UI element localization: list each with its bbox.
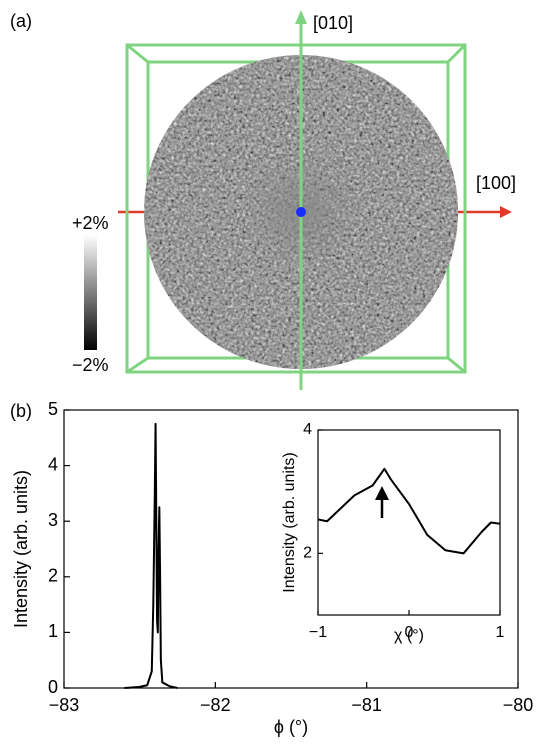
panel-label: (b) bbox=[10, 401, 32, 421]
annotation-arrow-head bbox=[375, 486, 389, 500]
x-axis-label: ϕ (°) bbox=[274, 717, 308, 737]
y-axis-label: Intensity (arb. units) bbox=[11, 470, 31, 628]
arrow-head bbox=[295, 10, 307, 24]
plot-frame bbox=[63, 409, 519, 689]
panel-a: (a) [010] [100] +2% −2% bbox=[10, 10, 516, 390]
y-tick-label: 0 bbox=[48, 677, 58, 697]
panel-label: (a) bbox=[10, 11, 32, 31]
x-tick-label: −83 bbox=[49, 695, 80, 715]
x-tick-label: −81 bbox=[351, 695, 382, 715]
x-tick-label: −1 bbox=[309, 624, 327, 641]
data-line bbox=[317, 467, 501, 555]
axis-label: [010] bbox=[313, 13, 353, 33]
x-tick-label: 0 bbox=[405, 624, 414, 641]
y-tick-label: 1 bbox=[48, 621, 58, 641]
plot-frame bbox=[317, 429, 501, 616]
y-axis-label: Intensity (arb. units) bbox=[281, 452, 298, 593]
x-axis-label: χ (°) bbox=[394, 627, 424, 644]
colorbar-label: −2% bbox=[72, 355, 109, 375]
y-tick-label: 5 bbox=[48, 399, 58, 419]
axis-label: [100] bbox=[476, 173, 516, 193]
colorbar-label: +2% bbox=[72, 213, 109, 233]
y-tick-label: 4 bbox=[48, 454, 58, 474]
y-tick-label: 2 bbox=[303, 545, 312, 562]
y-tick-label: 3 bbox=[48, 510, 58, 530]
data-line bbox=[124, 422, 178, 689]
x-tick-label: −82 bbox=[200, 695, 231, 715]
y-tick-label: 2 bbox=[48, 566, 58, 586]
arrow-head bbox=[500, 206, 512, 218]
y-tick-label: 4 bbox=[303, 421, 312, 438]
x-tick-label: 1 bbox=[496, 624, 505, 641]
center-dot bbox=[296, 207, 306, 217]
colorbar bbox=[84, 235, 97, 350]
x-tick-label: −80 bbox=[503, 695, 534, 715]
